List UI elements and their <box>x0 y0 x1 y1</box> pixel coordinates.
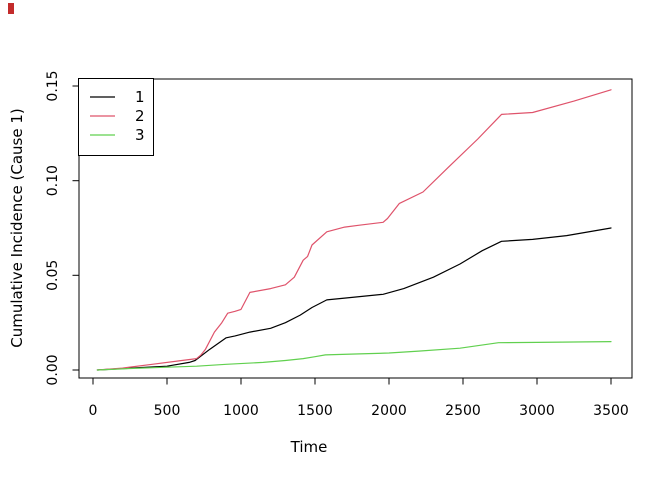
x-tick-label: 2000 <box>371 403 407 419</box>
legend-label-1: 1 <box>135 88 145 106</box>
x-axis-ticks: 0 500 1000 1500 2000 2500 3000 3500 <box>89 378 629 419</box>
series-line-3 <box>96 341 612 371</box>
x-tick-label: 1500 <box>297 403 333 419</box>
x-tick-label: 3000 <box>519 403 555 419</box>
series-line-1 <box>96 227 612 371</box>
x-tick-label: 1000 <box>223 403 259 419</box>
y-tick-label: 0.00 <box>45 354 61 385</box>
x-tick-label: 2500 <box>445 403 481 419</box>
y-axis-title: Cumulative Incidence (Cause 1) <box>8 108 26 347</box>
series-line-2 <box>96 89 612 371</box>
legend: 123 <box>78 78 154 156</box>
y-tick-label: 0.10 <box>45 165 61 196</box>
y-tick-label: 0.15 <box>45 70 61 101</box>
x-axis-title: Time <box>290 438 328 456</box>
x-tick-label: 3500 <box>593 403 629 419</box>
y-tick-label: 0.05 <box>45 260 61 291</box>
red-marker-artifact <box>8 3 14 14</box>
data-series <box>96 89 612 371</box>
legend-box <box>78 78 154 156</box>
y-axis-ticks: 0.00 0.05 0.10 0.15 <box>45 70 79 386</box>
legend-label-2: 2 <box>135 107 145 125</box>
plot-border <box>78 78 633 379</box>
x-tick-label: 500 <box>154 403 181 419</box>
legend-label-3: 3 <box>135 126 145 144</box>
x-tick-label: 0 <box>89 403 98 419</box>
